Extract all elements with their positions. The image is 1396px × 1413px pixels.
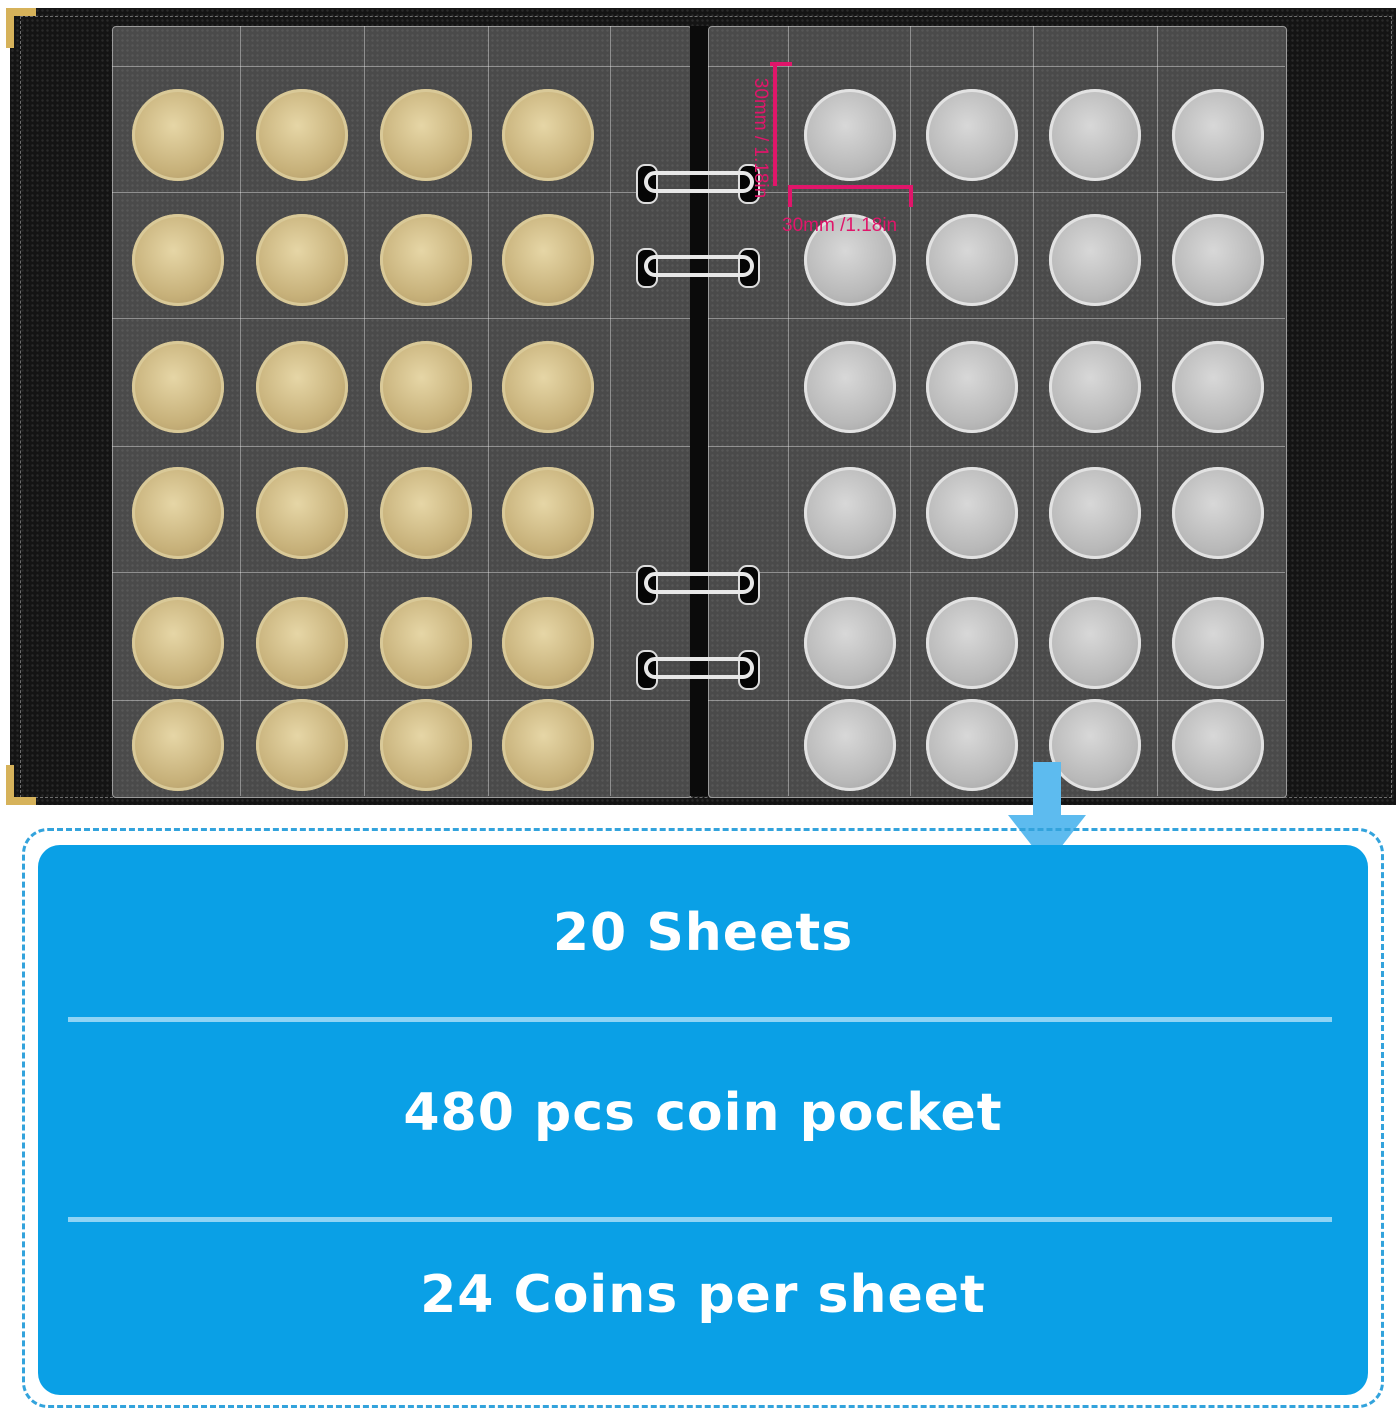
silver-half-dollar-coin [926, 89, 1018, 181]
binder-stitching [20, 16, 1392, 798]
silver-half-dollar-coin [1172, 341, 1264, 433]
gold-corner-bottom-left [6, 765, 36, 805]
gold-dollar-coin [502, 214, 594, 306]
pocket-divider [112, 192, 690, 193]
gold-dollar-coin [256, 341, 348, 433]
binder-ring [644, 171, 754, 193]
silver-half-dollar-coin [1049, 699, 1141, 791]
binder-ring [644, 572, 754, 594]
silver-half-dollar-coin [1172, 467, 1264, 559]
width-dimension-tick-left [788, 185, 792, 207]
silver-half-dollar-coin [926, 341, 1018, 433]
info-divider [68, 1217, 1332, 1222]
pocket-divider [112, 318, 690, 319]
pocket-divider [112, 572, 690, 573]
pocket-divider [112, 66, 690, 67]
height-dimension-label: 30mm / 1.18in [750, 77, 771, 199]
silver-half-dollar-coin [1049, 89, 1141, 181]
silver-half-dollar-coin [804, 699, 896, 791]
pocket-divider [708, 446, 1285, 447]
pocket-divider [1157, 26, 1158, 796]
gold-dollar-coin [380, 467, 472, 559]
gold-dollar-coin [380, 214, 472, 306]
gold-dollar-coin [502, 89, 594, 181]
gold-dollar-coin [132, 341, 224, 433]
pocket-divider [364, 26, 365, 796]
height-dimension-line [773, 62, 777, 186]
pocket-divider [708, 572, 1285, 573]
gold-dollar-coin [380, 341, 472, 433]
gold-dollar-coin [256, 89, 348, 181]
silver-half-dollar-coin [1172, 89, 1264, 181]
silver-half-dollar-coin [926, 597, 1018, 689]
gold-dollar-coin [132, 89, 224, 181]
gold-dollar-coin [502, 341, 594, 433]
pocket-divider [112, 446, 690, 447]
silver-half-dollar-coin [1172, 699, 1264, 791]
silver-half-dollar-coin [804, 341, 896, 433]
gold-dollar-coin [502, 699, 594, 791]
gold-dollar-coin [132, 214, 224, 306]
gold-dollar-coin [132, 597, 224, 689]
pocket-divider [240, 26, 241, 796]
binder-spine [690, 26, 708, 796]
pocket-divider [708, 192, 1285, 193]
pocket-divider [788, 26, 789, 796]
gold-dollar-coin [256, 467, 348, 559]
silver-half-dollar-coin [804, 597, 896, 689]
silver-half-dollar-coin [1049, 597, 1141, 689]
pocket-divider [112, 700, 690, 701]
info-panel [38, 845, 1368, 1395]
gold-dollar-coin [502, 597, 594, 689]
gold-dollar-coin [502, 467, 594, 559]
pocket-divider [1033, 26, 1034, 796]
silver-half-dollar-coin [926, 214, 1018, 306]
info-dashed-frame [22, 828, 1384, 1408]
height-dimension-tick [770, 62, 792, 66]
pocket-divider [488, 26, 489, 796]
silver-half-dollar-coin [1172, 597, 1264, 689]
pocket-divider [708, 318, 1285, 319]
gold-dollar-coin [380, 597, 472, 689]
gold-dollar-coin [256, 699, 348, 791]
gold-dollar-coin [256, 214, 348, 306]
silver-half-dollar-coin [926, 467, 1018, 559]
silver-half-dollar-coin [1049, 214, 1141, 306]
silver-half-dollar-coin [804, 467, 896, 559]
silver-half-dollar-coin [804, 214, 896, 306]
gold-dollar-coin [132, 699, 224, 791]
silver-half-dollar-coin [804, 89, 896, 181]
width-dimension-tick-right [909, 185, 913, 207]
pocket-divider [910, 26, 911, 796]
silver-half-dollar-coin [1049, 341, 1141, 433]
gold-dollar-coin [380, 699, 472, 791]
info-divider [68, 1017, 1332, 1022]
width-dimension-label: 30mm /1.18in [782, 215, 898, 236]
binder-ring [644, 657, 754, 679]
info-sheets: 20 Sheets [552, 903, 854, 963]
info-pockets: 480 pcs coin pocket [403, 1083, 1003, 1143]
width-dimension-line [788, 185, 913, 189]
down-arrow-icon [1033, 762, 1061, 817]
silver-half-dollar-coin [926, 699, 1018, 791]
pocket-divider [708, 700, 1285, 701]
gold-dollar-coin [132, 467, 224, 559]
gold-dollar-coin [256, 597, 348, 689]
gold-corner-top-left [6, 8, 36, 48]
pocket-divider [610, 26, 611, 796]
gold-dollar-coin [380, 89, 472, 181]
silver-half-dollar-coin [1049, 467, 1141, 559]
info-coins-per-sheet: 24 Coins per sheet [420, 1265, 986, 1325]
silver-half-dollar-coin [1172, 214, 1264, 306]
pocket-divider [708, 66, 1285, 67]
binder-ring [644, 255, 754, 277]
